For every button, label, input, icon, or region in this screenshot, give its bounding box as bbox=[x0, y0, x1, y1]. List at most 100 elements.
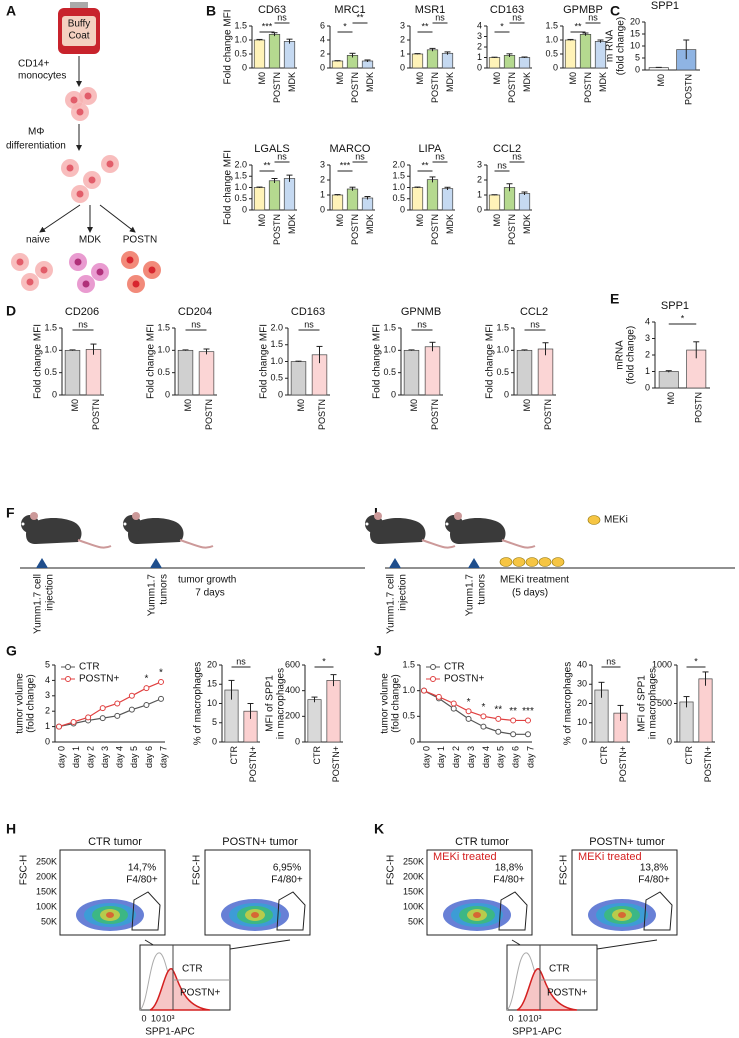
x-tick-label: M0 bbox=[415, 72, 425, 85]
significance-label: * bbox=[144, 674, 148, 685]
significance-label: * bbox=[694, 656, 698, 666]
x-tick-label: M0 bbox=[409, 399, 419, 412]
x-tick-label: day 4 bbox=[481, 746, 491, 768]
significance-label: ns bbox=[355, 151, 365, 161]
y-axis-title: FSC-H bbox=[19, 855, 30, 886]
bar bbox=[518, 57, 531, 69]
y-tick-label: 0.5 bbox=[383, 367, 396, 377]
bar bbox=[403, 349, 420, 396]
y-axis-title: Fold change MFI bbox=[33, 324, 44, 399]
y-axis-title: Fold change MFI bbox=[372, 324, 383, 399]
x-tick-label: day 0 bbox=[421, 746, 431, 768]
legend-label: CTR bbox=[79, 662, 100, 673]
y-axis-title: Fold change MFI bbox=[223, 150, 234, 225]
y-tick-label: 0 bbox=[477, 62, 482, 72]
bar bbox=[594, 689, 609, 743]
bar bbox=[424, 346, 441, 396]
x-tick-label: day 2 bbox=[86, 746, 96, 768]
gate bbox=[131, 891, 161, 931]
bar bbox=[411, 53, 424, 69]
y-axis-title: (fold change) bbox=[626, 326, 637, 384]
x-tick-label: POSTN bbox=[350, 72, 360, 103]
x-tick-label: POSTN bbox=[430, 399, 440, 430]
treatment-label: MEKi treated bbox=[578, 851, 642, 863]
density bbox=[618, 912, 626, 918]
y-tick-label: 0 bbox=[295, 736, 300, 746]
x-tick-label: MDK bbox=[522, 214, 532, 234]
y-tick-label: 1 bbox=[45, 721, 50, 731]
x-tick-label: day 5 bbox=[496, 746, 506, 768]
x-tick-label: 10 bbox=[151, 1013, 161, 1023]
x-tick-label: 0 bbox=[141, 1013, 146, 1023]
y-tick-label: 2 bbox=[477, 174, 482, 184]
y-tick-label: 10 bbox=[207, 698, 217, 708]
bar bbox=[698, 678, 713, 743]
chart-title: GPNMB bbox=[401, 306, 441, 318]
bar bbox=[426, 179, 439, 211]
series-point bbox=[114, 700, 121, 707]
gate bbox=[276, 891, 306, 931]
y-tick-label: 3 bbox=[645, 333, 650, 343]
x-tick-label: 10 bbox=[518, 1013, 528, 1023]
histogram-label: POSTN+ bbox=[547, 988, 587, 999]
series-point bbox=[56, 723, 62, 730]
y-tick-label: 0.5 bbox=[234, 48, 247, 58]
y-tick-label: 50K bbox=[41, 916, 57, 926]
x-tick-label: 0 bbox=[508, 1013, 513, 1023]
y-axis-title: in macrophages bbox=[648, 668, 659, 739]
significance-label: ns bbox=[530, 319, 540, 329]
density bbox=[473, 912, 481, 918]
y-tick-label: 3 bbox=[477, 159, 482, 169]
y-tick-label: 0 bbox=[212, 736, 217, 746]
x-tick-label: MDK bbox=[365, 214, 375, 234]
timeline-label: tumors bbox=[477, 574, 488, 605]
y-tick-label: 3 bbox=[320, 159, 325, 169]
treatment-label: MEKi treated bbox=[433, 851, 497, 863]
series-point bbox=[70, 718, 77, 725]
bar bbox=[648, 67, 669, 71]
x-tick-label: POSTN+ bbox=[703, 746, 713, 782]
x-tick-label: MDK bbox=[445, 214, 455, 234]
series-point bbox=[465, 708, 472, 715]
y-tick-label: 250K bbox=[36, 856, 57, 866]
y-tick-label: 5 bbox=[635, 52, 640, 62]
y-tick-label: 0 bbox=[504, 389, 509, 399]
histogram-label: CTR bbox=[549, 964, 570, 975]
bar bbox=[85, 349, 102, 396]
chart-title: MRC1 bbox=[334, 4, 365, 16]
y-tick-label: 1.5 bbox=[402, 659, 415, 669]
bar bbox=[564, 39, 577, 69]
bag-label: Coat bbox=[68, 31, 89, 42]
bar bbox=[326, 680, 341, 743]
x-tick-label: 10³ bbox=[528, 1013, 541, 1023]
gate-percent: 18,8% bbox=[495, 863, 523, 874]
y-tick-label: 3 bbox=[45, 690, 50, 700]
y-tick-label: 0 bbox=[582, 736, 587, 746]
timeline-label: injection bbox=[398, 574, 409, 611]
y-tick-label: 150K bbox=[403, 886, 424, 896]
panel-label: D bbox=[6, 303, 16, 319]
series-point bbox=[495, 728, 502, 735]
x-tick-label: M0 bbox=[568, 72, 578, 85]
y-tick-label: 250K bbox=[403, 856, 424, 866]
gate-label: F4/80+ bbox=[126, 875, 158, 886]
y-tick-label: 200 bbox=[285, 711, 300, 721]
x-tick-label: CTR bbox=[229, 746, 239, 765]
x-tick-label: POSTN+ bbox=[248, 746, 258, 782]
bar bbox=[411, 187, 424, 211]
series-point bbox=[99, 705, 106, 712]
step-label: CD14+ bbox=[18, 59, 50, 70]
y-tick-label: 0 bbox=[645, 382, 650, 392]
y-tick-label: 0 bbox=[242, 204, 247, 214]
y-tick-label: 2 bbox=[320, 174, 325, 184]
x-tick-label: day 5 bbox=[129, 746, 139, 768]
x-tick-label: POSTN+ bbox=[331, 746, 341, 782]
y-tick-label: 0 bbox=[667, 736, 672, 746]
significance-label: ns bbox=[606, 656, 616, 666]
y-tick-label: 400 bbox=[285, 685, 300, 695]
significance-label: ns bbox=[497, 160, 507, 170]
y-tick-label: 0.5 bbox=[44, 367, 57, 377]
bar bbox=[198, 351, 215, 396]
step-label: differentiation bbox=[6, 141, 66, 152]
gate bbox=[498, 891, 528, 931]
